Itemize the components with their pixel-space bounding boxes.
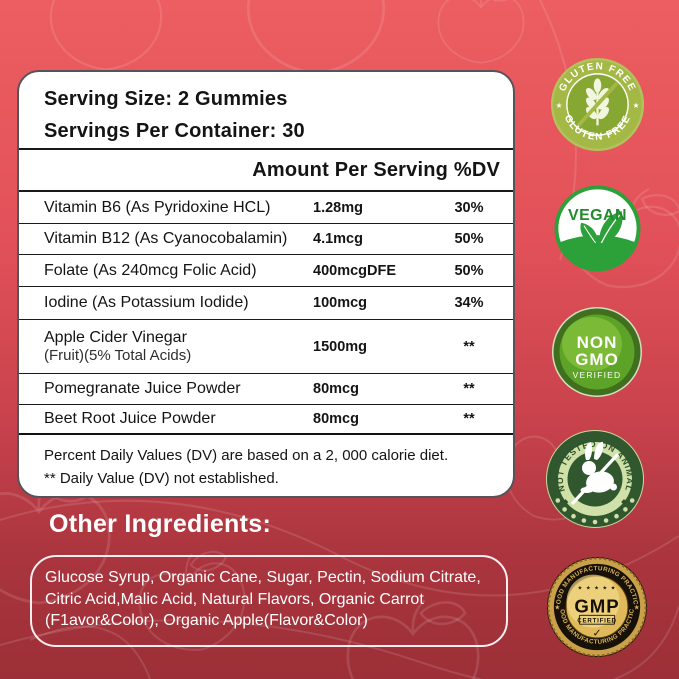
- table-row: Folate (As 240mcg Folic Acid) 400mcgDFE …: [19, 255, 513, 287]
- other-ingredients-box: Glucose Syrup, Organic Cane, Sugar, Pect…: [30, 555, 508, 647]
- non-gmo-icon: NON GMO VERIFIED: [552, 307, 642, 397]
- cruelty-free-icon: NOT TESTED ON ANIMAL: [546, 430, 644, 528]
- nutrient-amount: 1.28mg: [313, 199, 363, 216]
- serving-info: Serving Size: 2 Gummies Servings Per Con…: [19, 72, 513, 150]
- certified-text: CERTIFIED: [577, 617, 617, 624]
- nutrient-dv: 30%: [454, 199, 484, 216]
- nutrient-dv: **: [463, 411, 475, 427]
- nutrient-name: Vitamin B6 (As Pyridoxine HCL): [44, 198, 271, 216]
- nutrient-name: Folate (As 240mcg Folic Acid): [44, 261, 257, 279]
- diamond-icon: [562, 499, 569, 505]
- nutrient-name: Apple Cider Vinegar (Fruit)(5% Total Aci…: [19, 329, 313, 365]
- nutrient-dv: **: [463, 381, 475, 397]
- gmp-certified-badge: GOOD MANUFACTURING PRACTICE GOOD MANUFAC…: [543, 551, 648, 663]
- nutrient-name: Vitamin B12 (As Cyanocobalamin): [44, 230, 288, 247]
- star-icon: ★: [634, 604, 640, 611]
- nutrient-amount: 80mcg: [313, 411, 359, 427]
- dots-decoration: [555, 498, 635, 525]
- footnote-line1: Percent Daily Values (DV) are based on a…: [44, 447, 449, 464]
- wheat-icon: [576, 78, 619, 128]
- diamond-icon: [621, 499, 627, 505]
- slash-icon: [576, 81, 619, 128]
- nutrient-amount: 80mcg: [313, 381, 359, 397]
- nutrient-amount: 400mcgDFE: [313, 262, 397, 279]
- checkmark-icon: ✓: [592, 627, 601, 639]
- nutrient-name: Pomegranate Juice Powder: [44, 380, 241, 397]
- nutrient-amount: 4.1mcg: [313, 231, 363, 247]
- vegan-label: VEGAN: [568, 207, 627, 224]
- nutrient-table: Vitamin B6 (As Pyridoxine HCL) 1.28mg 30…: [19, 192, 513, 435]
- nutrient-name-line1: Apple Cider Vinegar: [44, 328, 187, 346]
- star-icon: ★: [633, 101, 640, 110]
- vegan-badge: VEGAN: [554, 185, 641, 277]
- star-icon: ★: [556, 101, 563, 110]
- nutrient-amount: 100mcg: [313, 295, 368, 311]
- table-row: Pomegranate Juice Powder 80mcg **: [19, 374, 513, 405]
- stars-row-icon: ★ ★ ★ ★ ★: [578, 585, 617, 591]
- nutrient-dv: 50%: [454, 231, 484, 247]
- nutrient-name-line2: (Fruit)(5% Total Acids): [44, 346, 192, 364]
- daily-value-footnotes: Percent Daily Values (DV) are based on a…: [19, 435, 513, 490]
- non-gmo-line3: VERIFIED: [573, 370, 622, 380]
- gluten-free-badge: GLUTEN FREE GLUTEN FREE ★ ★: [550, 57, 645, 157]
- serving-size-text: Serving Size: 2 Gummies: [44, 88, 288, 110]
- gmp-medallion-icon: GOOD MANUFACTURING PRACTICE GOOD MANUFAC…: [543, 551, 648, 658]
- nutrient-name: Iodine (As Potassium Iodide): [44, 294, 249, 311]
- gmp-center-text: GMP: [574, 595, 619, 616]
- leaves-icon: [580, 211, 623, 246]
- table-row: Apple Cider Vinegar (Fruit)(5% Total Aci…: [19, 320, 513, 374]
- certified-box: [578, 614, 616, 625]
- gluten-free-icon: GLUTEN FREE GLUTEN FREE ★ ★: [550, 57, 645, 152]
- table-row: Vitamin B12 (As Cyanocobalamin) 4.1mcg 5…: [19, 224, 513, 255]
- non-gmo-badge: NON GMO VERIFIED: [551, 306, 643, 403]
- amount-per-serving-header: Amount Per Serving %DV: [19, 150, 513, 192]
- vegan-icon: VEGAN: [554, 185, 641, 272]
- nutrient-dv: 34%: [454, 295, 484, 311]
- non-gmo-line1: NON: [577, 333, 618, 352]
- star-icon: ★: [554, 604, 560, 611]
- hill-shape: [558, 235, 637, 271]
- nutrient-dv: **: [463, 338, 475, 355]
- supplement-facts-panel: Serving Size: 2 Gummies Servings Per Con…: [17, 70, 515, 498]
- other-ingredients-heading: Other Ingredients:: [49, 510, 272, 538]
- footnote-line2: ** Daily Value (DV) not established.: [44, 470, 279, 487]
- not-tested-on-animal-badge: NOT TESTED ON ANIMAL: [545, 429, 645, 534]
- nutrient-dv: 50%: [454, 262, 484, 279]
- nutrient-name: Beet Root Juice Powder: [44, 410, 216, 427]
- servings-per-container-text: Servings Per Container: 30: [44, 120, 305, 142]
- nutrient-amount: 1500mg: [313, 338, 368, 355]
- table-row: Iodine (As Potassium Iodide) 100mcg 34%: [19, 287, 513, 320]
- non-gmo-line2: GMO: [575, 350, 619, 369]
- rabbit-icon: [580, 441, 617, 493]
- table-row: Vitamin B6 (As Pyridoxine HCL) 1.28mg 30…: [19, 192, 513, 224]
- table-row: Beet Root Juice Powder 80mcg **: [19, 405, 513, 435]
- slash-icon: [570, 452, 620, 506]
